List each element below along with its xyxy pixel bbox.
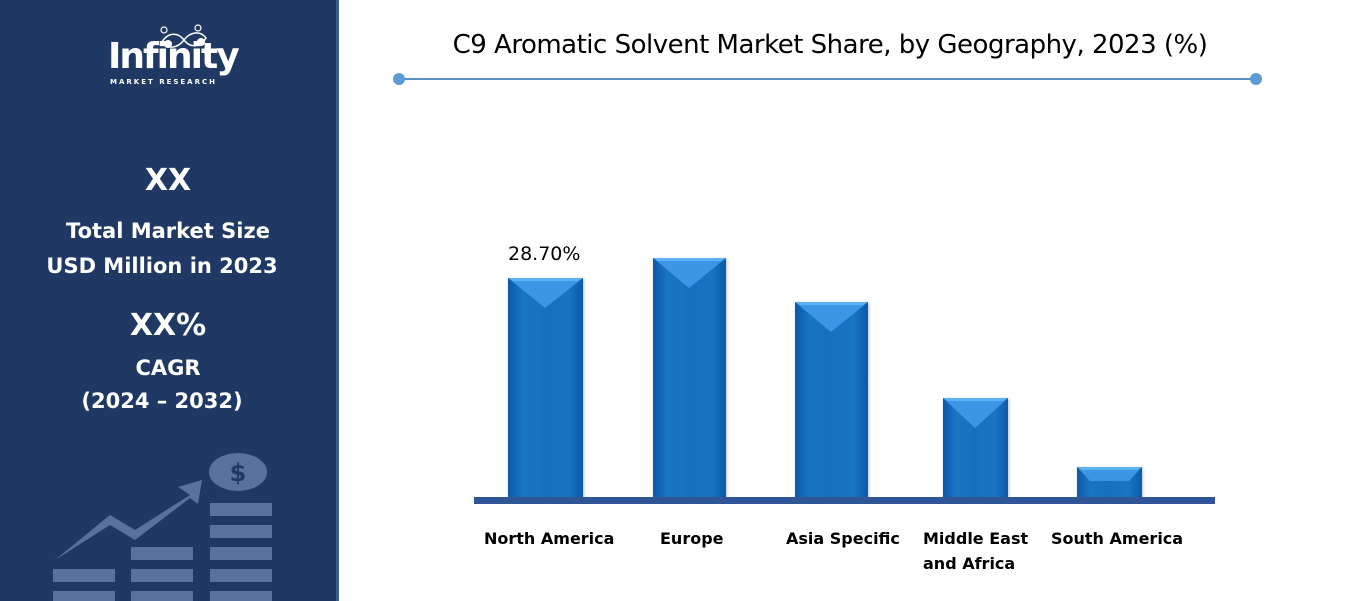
bar-bevel-icon: [1077, 467, 1142, 481]
bar-bevel-icon: [795, 302, 868, 332]
x-label-europe: Europe: [660, 529, 724, 548]
x-label-asia-specific: Asia Specific: [786, 529, 900, 548]
cagr-value: XX%: [129, 308, 207, 343]
bar-bevel-icon: [943, 398, 1008, 428]
svg-text:$: $: [230, 459, 247, 487]
cagr-label: CAGR: [135, 356, 201, 380]
cagr-period: (2024 – 2032): [81, 389, 243, 413]
bar-europe: [653, 258, 726, 497]
logo-wordmark: Infinity: [108, 36, 240, 77]
x-label-mea-line2: and Africa: [923, 554, 1016, 573]
logo-swirl-icon: [160, 24, 207, 48]
x-label-middle-east-africa: Middle East and Africa: [923, 526, 1028, 576]
infinity-logo: Infinity MARKET RESEARCH: [100, 24, 250, 96]
bar-south-america: [1077, 467, 1142, 497]
title-underline: [399, 78, 1256, 80]
bar-bevel-icon: [508, 278, 583, 308]
title-line-right-dot: [1250, 73, 1262, 85]
data-label-north-america: 28.70%: [508, 243, 581, 265]
bar-middle-east-africa: [943, 398, 1008, 497]
x-label-south-america: South America: [1051, 529, 1184, 548]
growth-chart-dollar-icon: $: [53, 453, 272, 601]
logo-subtitle: MARKET RESEARCH: [110, 78, 217, 86]
market-size-value: XX: [144, 163, 192, 198]
market-size-label: Total Market Size: [66, 219, 270, 243]
sidebar-panel: Infinity MARKET RESEARCH XX Total Market…: [0, 0, 336, 601]
x-label-mea-line1: Middle East: [923, 529, 1029, 548]
title-line-left-dot: [393, 73, 405, 85]
chart-title: C9 Aromatic Solvent Market Share, by Geo…: [452, 30, 1208, 60]
bar-north-america: [508, 278, 583, 497]
x-axis-baseline: [474, 497, 1215, 504]
bar-asia-specific: [795, 302, 868, 497]
bar-bevel-icon: [653, 258, 726, 288]
x-label-north-america: North America: [484, 529, 615, 548]
sidebar-divider: [336, 0, 339, 601]
market-size-unit: USD Million in 2023: [46, 254, 278, 278]
